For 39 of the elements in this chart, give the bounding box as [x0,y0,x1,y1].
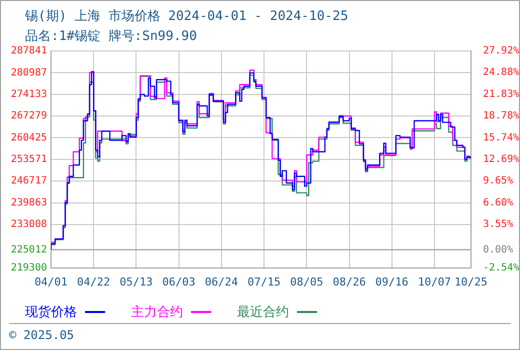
legend-label: 现货价格 [25,304,77,321]
y-tick-label: 239863 [10,197,47,208]
y2-tick-label: 15.74% [483,132,520,144]
y-tick-label: 274133 [10,88,47,100]
y-tick-label: 267279 [10,110,47,122]
y-tick-label: 233008 [10,219,47,230]
legend-label: 最近合约 [237,304,289,321]
x-tick-label: 05/13 [120,275,153,288]
chart-subtitle: 品名:1#锡锭 牌号:Sn99.90 [25,28,197,45]
y-tick-label: 225012 [10,244,47,256]
x-tick-label: 10/25 [454,275,488,288]
y2-tick-label: 21.83% [483,88,520,100]
y-tick-label: 253571 [10,154,47,165]
legend-label: 主力合约 [131,304,183,321]
x-tick-label: 08/26 [332,275,366,288]
text: © 2025.05 [9,323,511,342]
x-tick-label: 06/03 [162,275,196,288]
y2-tick-label: 3.55% [483,219,514,230]
x-tick-label: 06/24 [204,275,238,288]
x-tick-label: 07/15 [247,275,281,288]
x-tick-label: 04/01 [34,275,68,288]
y-tick-label: 246717 [10,176,47,187]
y-tick-label: 260425 [10,132,47,144]
y-tick-label: 280987 [10,67,47,78]
y2-tick-label: -2.54% [483,262,520,274]
x-tick-label: 08/05 [290,275,324,288]
x-tick-label: 04/22 [77,275,110,288]
y2-tick-label: 6.60% [483,197,514,208]
x-tick-label: 09/16 [375,275,408,288]
chart-title: 锡(期) 上海 市场价格 2024-04-01 - 2024-10-25 [25,8,348,25]
y2-tick-label: 18.78% [483,110,520,122]
y2-tick-label: 9.65% [483,176,514,187]
y2-tick-label: 24.88% [483,67,520,78]
y2-tick-label: 12.69% [483,154,520,165]
y-tick-label: 219300 [10,262,47,274]
x-tick-label: 10/07 [418,275,452,288]
y2-tick-label: 27.92% [483,46,520,57]
y-tick-label: 287841 [10,46,47,57]
y2-tick-label: 0.00% [483,244,514,256]
